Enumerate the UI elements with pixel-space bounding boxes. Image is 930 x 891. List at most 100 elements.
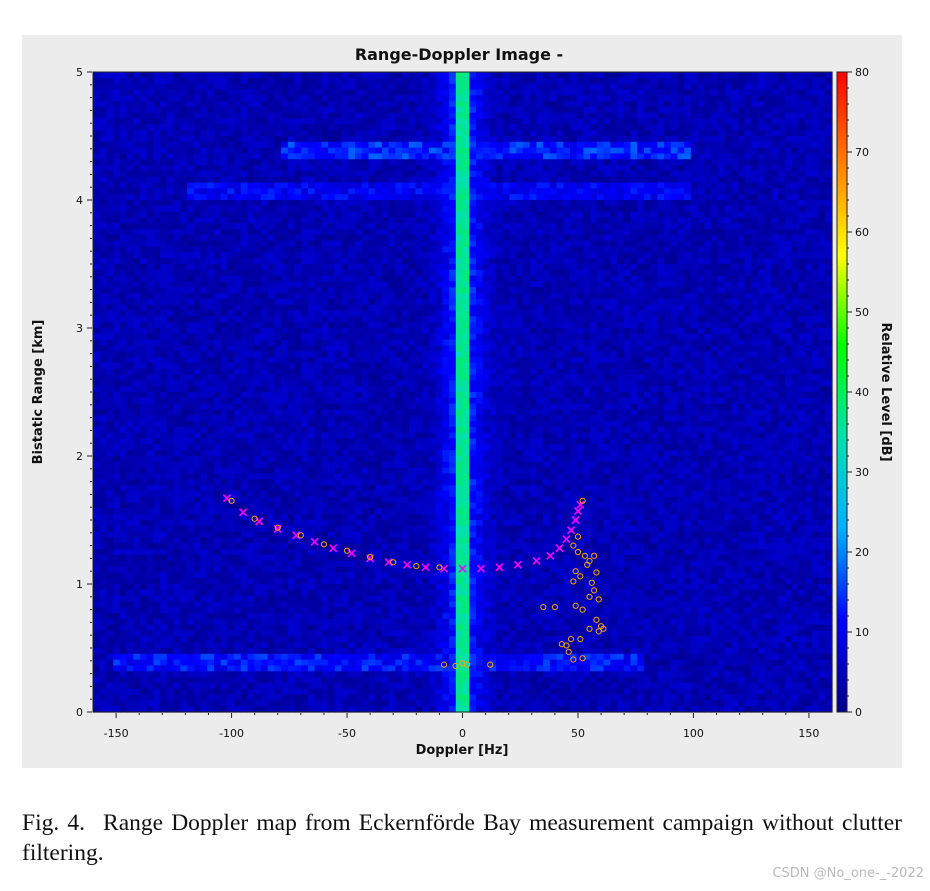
x-marker	[576, 500, 585, 509]
circle-marker	[588, 579, 595, 586]
circle-marker	[579, 606, 586, 613]
circle-marker	[574, 548, 582, 556]
circle-marker	[464, 661, 471, 668]
x-marker	[329, 544, 338, 553]
colorbar-tick-label: 40	[855, 386, 869, 399]
x-marker	[403, 560, 412, 569]
circle-marker	[591, 552, 598, 559]
x-marker	[513, 560, 522, 569]
detection-markers	[222, 494, 607, 670]
circle-marker	[572, 568, 579, 575]
circle-marker	[487, 661, 494, 668]
chart-title: Range-Doppler Image -	[355, 45, 563, 64]
watermark: CSDN @No_one-_-2022	[772, 866, 924, 881]
circle-marker	[591, 587, 598, 594]
circle-marker	[570, 542, 577, 549]
circle-marker	[570, 656, 577, 663]
x-tick-label: -50	[338, 727, 356, 740]
circle-marker	[574, 533, 582, 540]
plot-frame	[92, 71, 833, 713]
caption-text: Range Doppler map from Eckernförde Bay m…	[22, 810, 902, 866]
x-marker	[573, 506, 583, 516]
colorbar-label: Relative Level [dB]	[878, 322, 893, 461]
circle-marker	[570, 578, 577, 585]
circle-marker	[586, 557, 593, 565]
circle-marker	[274, 524, 281, 531]
x-marker	[555, 544, 564, 553]
circle-marker	[551, 603, 558, 611]
x-marker	[384, 558, 393, 567]
x-marker	[292, 531, 301, 540]
x-marker	[566, 526, 576, 535]
x-tick-label: -150	[104, 727, 129, 740]
x-marker	[421, 563, 430, 572]
series-1	[228, 497, 607, 670]
circle-marker	[593, 569, 600, 576]
circle-marker	[593, 616, 600, 623]
x-tick-label: 0	[459, 727, 466, 740]
x-marker	[458, 564, 467, 573]
colorbar-tick-label: 60	[855, 226, 869, 239]
circle-marker	[595, 596, 602, 603]
circle-marker	[572, 602, 579, 609]
circle-marker	[251, 515, 258, 522]
circle-marker	[297, 532, 304, 539]
circle-marker	[581, 552, 588, 559]
circle-marker	[567, 635, 575, 643]
x-axis-label: Doppler [Hz]	[416, 743, 509, 758]
x-marker	[310, 537, 319, 546]
y-tick-label: 0	[76, 706, 83, 719]
colorbar-tick-label: 30	[855, 466, 869, 479]
y-tick-label: 1	[76, 578, 83, 591]
colorbar-tick-label: 70	[855, 146, 869, 159]
circle-marker	[577, 635, 584, 643]
x-marker	[532, 556, 541, 566]
y-tick-label: 5	[76, 66, 83, 79]
x-marker	[239, 508, 248, 517]
colorbar-tick-label: 50	[855, 306, 869, 319]
y-tick-label: 3	[76, 322, 83, 335]
x-tick-label: -100	[219, 727, 244, 740]
colorbar: 0 10 20 30 40 50 60 70 80	[836, 66, 869, 719]
circle-marker	[228, 497, 235, 504]
circle-marker	[452, 662, 459, 670]
figure-caption: Fig. 4. Range Doppler map from Eckernförd…	[22, 808, 902, 868]
range-doppler-chart: Range-Doppler Image - -150 -100 -50 0 50 100 1…	[31, 45, 893, 758]
colorbar-tick-label: 80	[855, 66, 869, 79]
circle-marker	[436, 564, 443, 571]
figure-panel: Range-Doppler Image - -150 -100 -50 0 50 100 1…	[22, 35, 902, 768]
circle-marker	[565, 648, 572, 655]
caption-label: Fig. 4.	[22, 810, 86, 836]
x-marker	[546, 551, 555, 560]
x-marker	[562, 535, 571, 544]
circle-marker	[563, 642, 570, 649]
x-tick-label: 50	[571, 727, 585, 740]
x-axis: -150 -100 -50 0 50 100 150	[104, 713, 819, 740]
colorbar-gradient	[836, 71, 848, 713]
circle-marker	[600, 625, 607, 632]
x-tick-label: 150	[798, 727, 819, 740]
circle-marker	[320, 541, 328, 548]
circle-marker	[390, 559, 397, 566]
y-tick-label: 4	[76, 194, 83, 207]
x-tick-label: 100	[683, 727, 704, 740]
colorbar-tick-label: 0	[855, 706, 862, 719]
circle-marker	[413, 562, 420, 570]
circle-marker	[579, 655, 586, 662]
circle-marker	[367, 554, 374, 561]
y-axis-label: Bistatic Range [km]	[31, 320, 46, 465]
circle-marker	[586, 625, 593, 632]
series-0	[222, 494, 585, 573]
x-marker	[495, 563, 504, 572]
circle-marker	[440, 661, 448, 668]
circle-marker	[577, 573, 584, 580]
circle-marker	[343, 547, 351, 554]
circle-marker	[586, 593, 593, 600]
colorbar-tick-label: 20	[855, 546, 869, 559]
colorbar-tick-label: 10	[855, 626, 869, 639]
x-marker	[571, 515, 580, 525]
circle-marker	[579, 497, 586, 504]
y-axis: 0 1 2 3 4 5	[76, 66, 92, 719]
heatmap-plot-area	[93, 72, 833, 713]
x-marker	[476, 564, 486, 573]
